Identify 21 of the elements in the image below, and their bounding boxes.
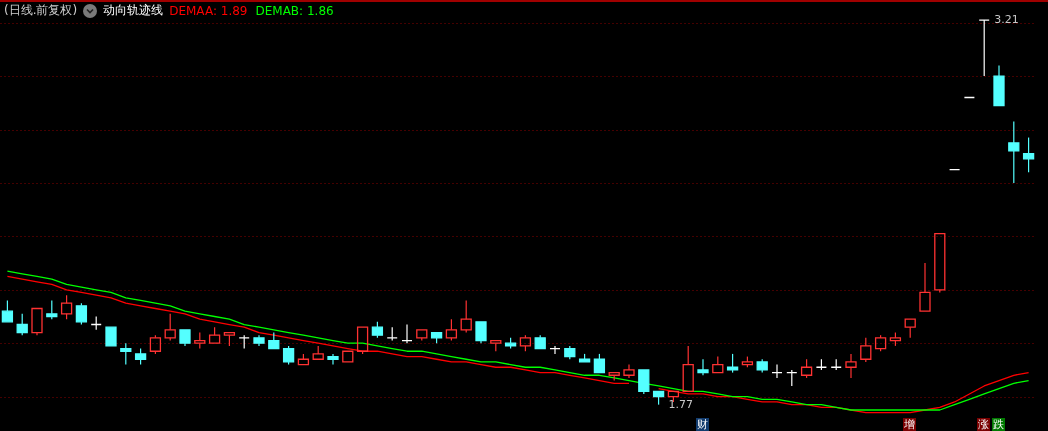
candlestick — [549, 345, 561, 355]
annotation: 1.77 — [668, 397, 694, 411]
text: DEMAB: 1.86 — [255, 3, 334, 18]
text: DEMAA: 1.89 — [169, 3, 248, 18]
candlestick — [253, 334, 265, 347]
candlestick — [845, 353, 857, 379]
candlestick — [697, 358, 709, 376]
candlestick — [1008, 120, 1020, 184]
annotation: 财 — [696, 418, 709, 431]
candlestick — [401, 323, 413, 344]
annotation: 增 — [903, 418, 917, 431]
annotation: 涨 — [977, 418, 991, 431]
candlestick — [327, 353, 339, 366]
candlestick — [623, 363, 635, 379]
annotation: 跌 — [992, 418, 1005, 431]
chart-title: (日线.前复权) — [4, 2, 78, 19]
candlestick — [771, 363, 783, 379]
annotation: 3.21 — [994, 13, 1019, 27]
chart-subtitle: 动向轨迹线 — [103, 2, 164, 19]
candlestick — [948, 168, 961, 171]
candlestick — [963, 96, 976, 99]
